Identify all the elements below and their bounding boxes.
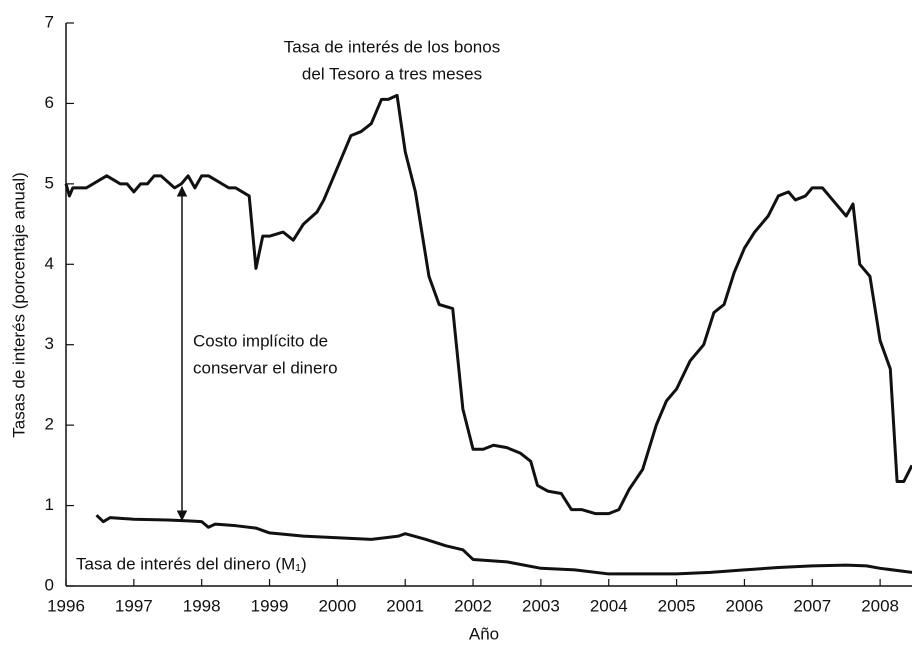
x-tick-label: 2008 [861, 596, 899, 615]
x-axis-label: Año [469, 624, 499, 643]
x-tick-label: 1998 [183, 596, 221, 615]
x-tick-label: 2000 [318, 596, 356, 615]
y-tick-label: 4 [45, 254, 54, 273]
y-tick-label: 7 [45, 12, 54, 31]
series-line [95, 514, 912, 576]
y-tick-label: 3 [45, 334, 54, 353]
annotation: Tasa de interés del dinero (M₁) [76, 554, 307, 573]
annotation: Costo implícito de [193, 331, 328, 350]
x-tick-label: 2004 [590, 596, 628, 615]
annotation: del Tesoro a tres meses [302, 64, 482, 83]
x-tick-label: 2003 [522, 596, 560, 615]
y-tick-label: 2 [45, 415, 54, 434]
series-line [64, 93, 912, 516]
x-tick-label: 2007 [793, 596, 831, 615]
y-tick-label: 1 [45, 495, 54, 514]
x-tick-label: 1997 [115, 596, 153, 615]
annotation: conservar el dinero [193, 358, 338, 377]
x-tick-label: 2002 [454, 596, 492, 615]
x-tick-label: 2005 [658, 596, 696, 615]
y-tick-label: 0 [45, 575, 54, 594]
x-tick-label: 1996 [47, 596, 85, 615]
y-tick-label: 6 [45, 93, 54, 112]
x-tick-label: 2001 [386, 596, 424, 615]
x-tick-label: 1999 [251, 596, 289, 615]
y-axis-label: Tasas de interés (porcentaje anual) [9, 172, 28, 438]
x-tick-label: 2006 [726, 596, 764, 615]
annotation: Tasa de interés de los bonos [284, 37, 500, 56]
y-tick-label: 5 [45, 173, 54, 192]
